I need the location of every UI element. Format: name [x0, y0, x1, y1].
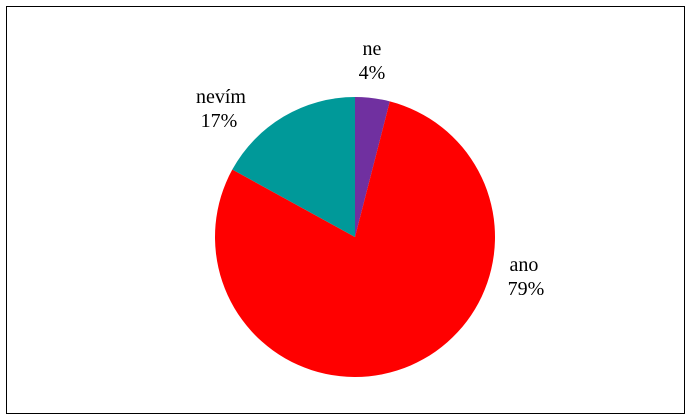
pie-slice-ano — [215, 101, 496, 378]
slice-label-ano-name: ano — [510, 254, 539, 276]
slice-label-nevim-name: nevím — [196, 86, 246, 108]
slice-label-ne-value: 4% — [359, 62, 386, 84]
slice-label-ano-value: 79% — [508, 278, 545, 300]
pie-slices — [215, 97, 496, 378]
pie-slice-ne — [355, 97, 390, 237]
pie-slice-nevim — [232, 97, 355, 237]
slice-label-nevim-value: 17% — [201, 110, 238, 132]
slice-label-ne-name: ne — [363, 38, 382, 60]
